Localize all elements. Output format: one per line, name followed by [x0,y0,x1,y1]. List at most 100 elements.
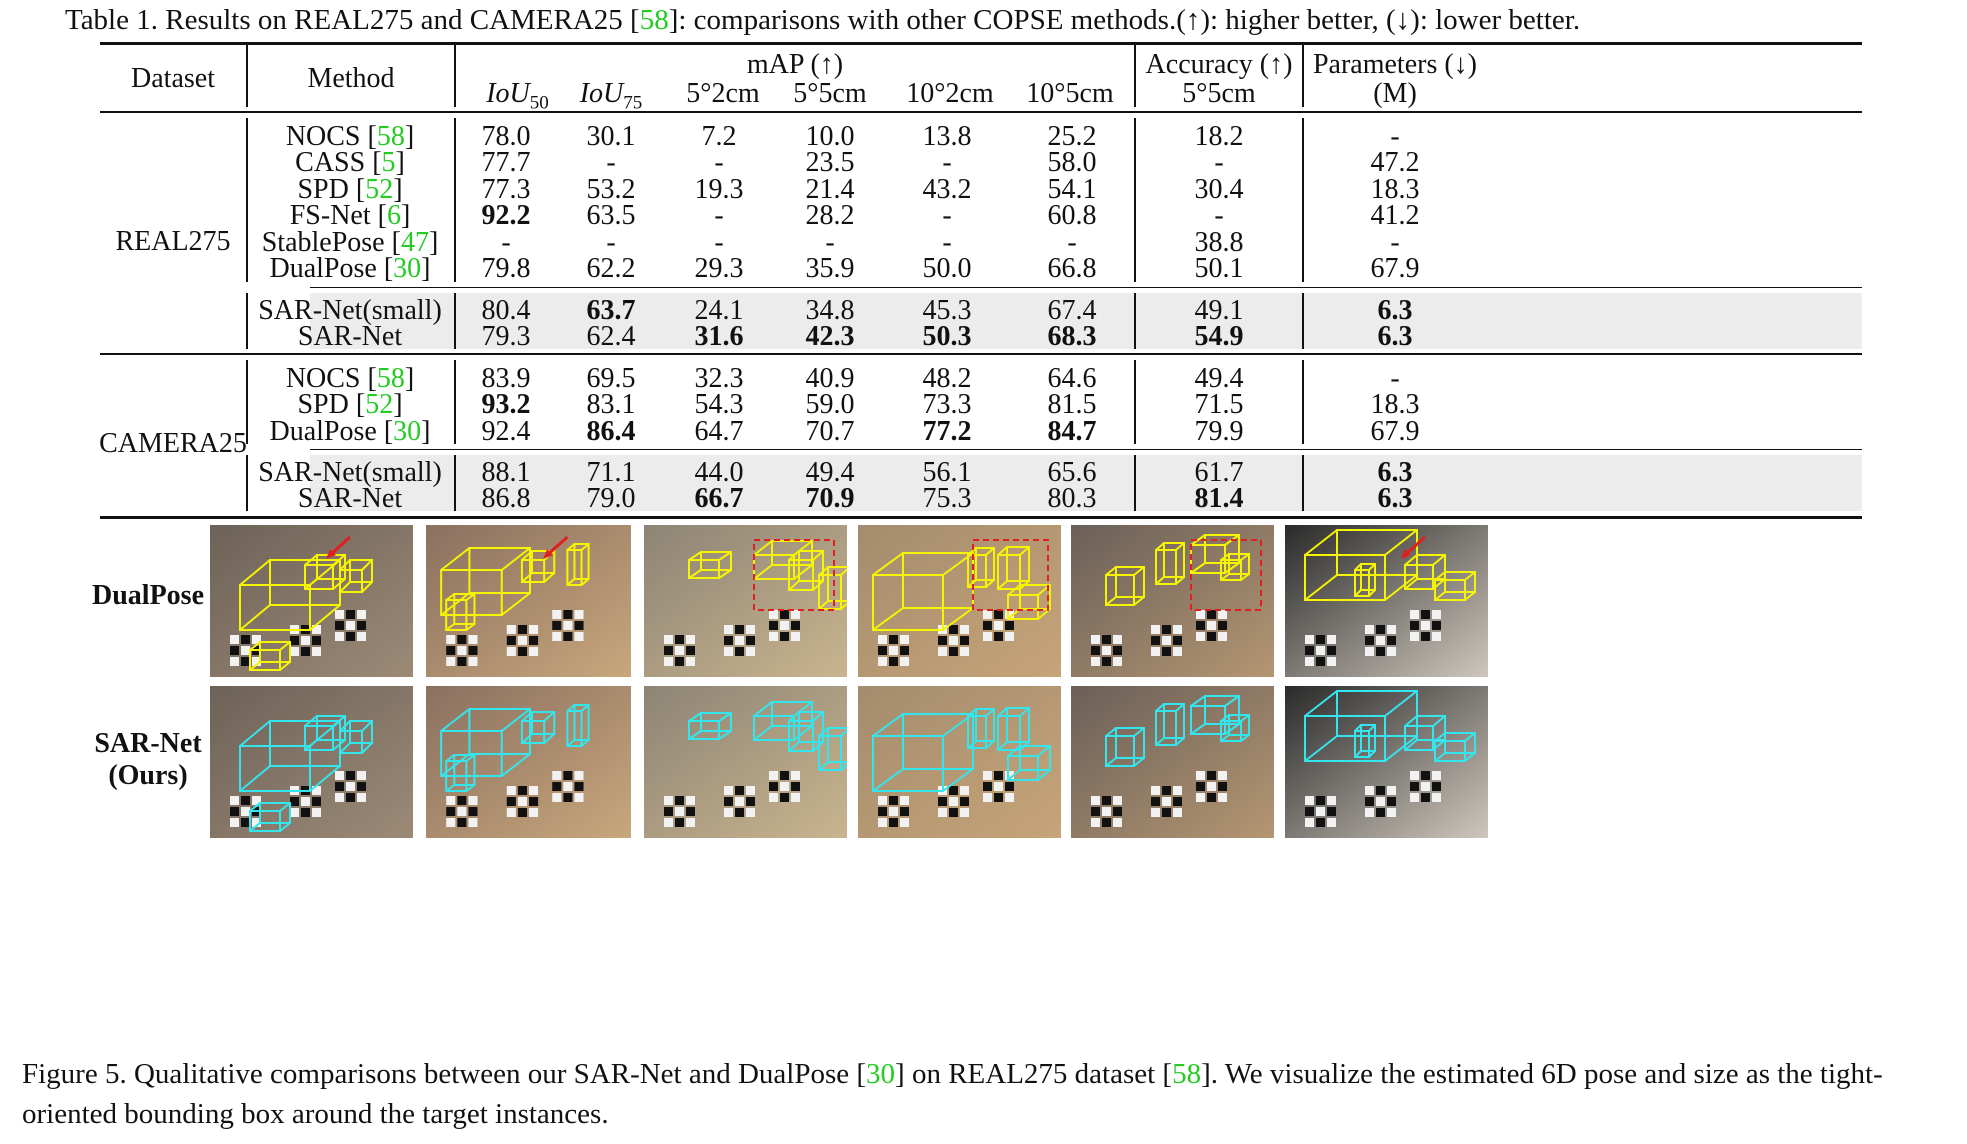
value-cell: 31.6 [694,321,744,353]
value-cell: 67.4 [1047,295,1097,326]
value-cell: 34.8 [805,295,855,326]
value-cell: 64.6 [1047,363,1097,394]
vrule-r1 [246,118,248,282]
header-params: Parameters (↓) [1312,49,1478,80]
method-cell: SAR-Net(small) [230,294,470,327]
table-caption-suffix: ]: comparisons with other COPSE methods.… [668,4,1581,36]
value-cell: 60.8 [1047,200,1097,232]
value-cell: 53.2 [586,173,636,205]
value-cell: - [714,147,724,179]
value-cell: 49.4 [805,457,855,488]
value-cell: - [1390,226,1400,258]
method-citation-link[interactable]: 5 [381,147,396,179]
table-caption: Table 1. Results on REAL275 and CAMERA25… [65,0,1580,40]
vrule-dataset-header [246,45,248,107]
value-cell: 62.4 [586,321,636,353]
value-cell: - [942,147,952,179]
value-cell: 35.9 [805,253,855,284]
method-citation-link[interactable]: 47 [400,226,429,258]
value-cell: 75.3 [922,483,972,515]
header-iou75: IoU75 [552,77,670,120]
dataset-label-real275: REAL275 [115,226,231,257]
header-method: Method [307,63,395,94]
method-name: SAR-Net [297,483,403,515]
method-citation-link[interactable]: 58 [376,363,405,394]
method-cell: CASS [5] [295,147,405,179]
value-cell: 81.4 [1194,483,1244,515]
value-cell: 50.3 [922,321,972,353]
value-cell: 59.0 [805,389,855,421]
vrule-c4 [1302,360,1304,444]
row-label-dualpose: DualPose [92,580,204,611]
value-cell: 66.8 [1047,253,1097,284]
vrule-c8 [1302,455,1304,511]
value-cell: 29.3 [694,253,744,284]
fig-caption-p1: Figure 5. Qualitative comparisons betwee… [22,1058,867,1090]
method-citation-link[interactable]: 52 [365,173,394,205]
value-cell: - [606,147,616,179]
value-cell: 80.3 [1047,483,1097,515]
value-cell: - [714,226,724,258]
real275-block-rule [310,287,1862,288]
row-label-sarnet-name: SAR-Net [94,728,202,759]
value-cell: 25.2 [1047,121,1097,152]
value-cell: 30.1 [586,121,636,152]
method-citation-link[interactable]: 30 [393,415,422,447]
header-params-unit: (M) [1373,78,1417,109]
method-citation-link[interactable]: 58 [376,121,405,152]
method-cell: SAR-Net(small) [230,456,470,489]
value-cell: 64.7 [694,415,744,447]
sarnet-result-image [210,686,413,838]
method-cell: SAR-Net [230,320,470,353]
method-name: DualPose [269,415,377,447]
value-cell: 92.2 [481,200,531,232]
method-citation-link[interactable]: 30 [393,253,422,284]
header-5deg2cm: 5°2cm [686,78,760,109]
method-cell: DualPose [30] [269,415,431,447]
fig-caption-cite-1[interactable]: 30 [866,1058,896,1090]
method-name: DualPose [269,253,377,284]
value-cell: 70.9 [805,483,855,515]
header-iou50: IoU50 [456,77,579,120]
header-iou75-sub: 75 [623,92,643,114]
method-cell: StablePose [47] [261,226,439,258]
method-name: SAR-Net(small) [258,457,442,488]
value-cell: 68.3 [1047,321,1097,353]
value-cell: 50.1 [1194,253,1244,284]
method-cell: FS-Net [6] [289,200,411,232]
value-cell: - [1214,200,1224,232]
value-cell: 24.1 [694,295,744,326]
value-cell: 49.4 [1194,363,1244,394]
dualpose-result-image [426,525,631,677]
value-cell: 78.0 [481,121,531,152]
fig-caption-cite-2[interactable]: 58 [1172,1058,1202,1090]
value-cell: 58.0 [1047,147,1097,179]
method-cell: DualPose [30] [269,253,431,284]
header-iou50-sub: 50 [529,92,549,114]
table-caption-cite[interactable]: 58 [639,4,669,36]
header-map: mAP (↑) [746,49,844,80]
value-cell: 86.8 [481,483,531,515]
method-cell: SAR-Net [230,482,470,515]
value-cell: 32.3 [694,363,744,394]
value-cell: - [1390,121,1400,152]
value-cell: - [1390,363,1400,394]
value-cell: 7.2 [701,121,737,152]
value-cell: 42.3 [805,321,855,353]
value-cell: 83.1 [586,389,636,421]
vrule-acc-header [1302,45,1304,107]
value-cell: 13.8 [922,121,972,152]
value-cell: 79.8 [481,253,531,284]
method-citation-link[interactable]: 52 [365,389,394,421]
vrule-c7 [1134,455,1136,511]
value-cell: - [825,226,835,258]
method-citation-link[interactable]: 6 [386,200,401,232]
fig-caption-p2: ] on REAL275 dataset [ [895,1058,1173,1090]
row-label-sarnet: SAR-Net (Ours) [88,728,208,792]
value-cell: - [942,226,952,258]
method-cell: NOCS [58] [285,363,415,394]
value-cell: 6.3 [1377,295,1413,326]
method-name: SPD [297,389,349,421]
value-cell: 18.3 [1370,173,1420,205]
header-5deg5cm: 5°5cm [793,78,867,109]
